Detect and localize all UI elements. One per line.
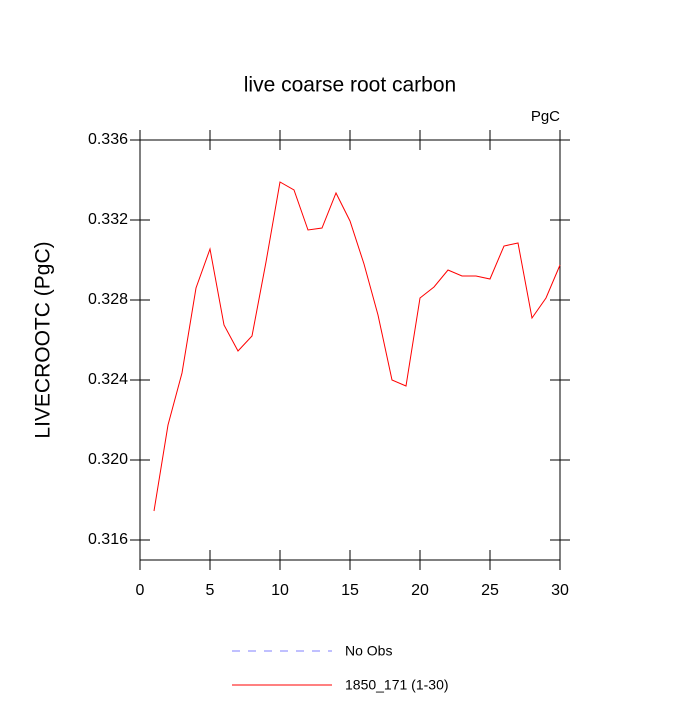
y-tick-label: 0.320 <box>88 451 128 468</box>
legend-label: 1850_171 (1-30) <box>345 677 449 693</box>
y-tick-label: 0.316 <box>88 531 128 548</box>
x-tick-label: 0 <box>136 582 145 599</box>
x-tick-label: 15 <box>341 582 359 599</box>
y-tick-label: 0.332 <box>88 211 128 228</box>
x-tick-label: 30 <box>551 582 569 599</box>
units-label: PgC <box>531 108 560 125</box>
y-tick-label: 0.328 <box>88 291 128 308</box>
x-tick-label: 25 <box>481 582 499 599</box>
x-tick-label: 20 <box>411 582 429 599</box>
legend-label: No Obs <box>345 643 392 659</box>
series-line <box>153 181 561 512</box>
y-tick-label: 0.336 <box>88 131 128 148</box>
chart-title: live coarse root carbon <box>244 74 456 97</box>
x-tick-label: 10 <box>271 582 289 599</box>
y-tick-label: 0.324 <box>88 371 128 388</box>
plot-frame <box>139 139 561 561</box>
x-tick-label: 5 <box>206 582 215 599</box>
y-axis-label: LIVECROOTC (PgC) <box>32 241 55 438</box>
